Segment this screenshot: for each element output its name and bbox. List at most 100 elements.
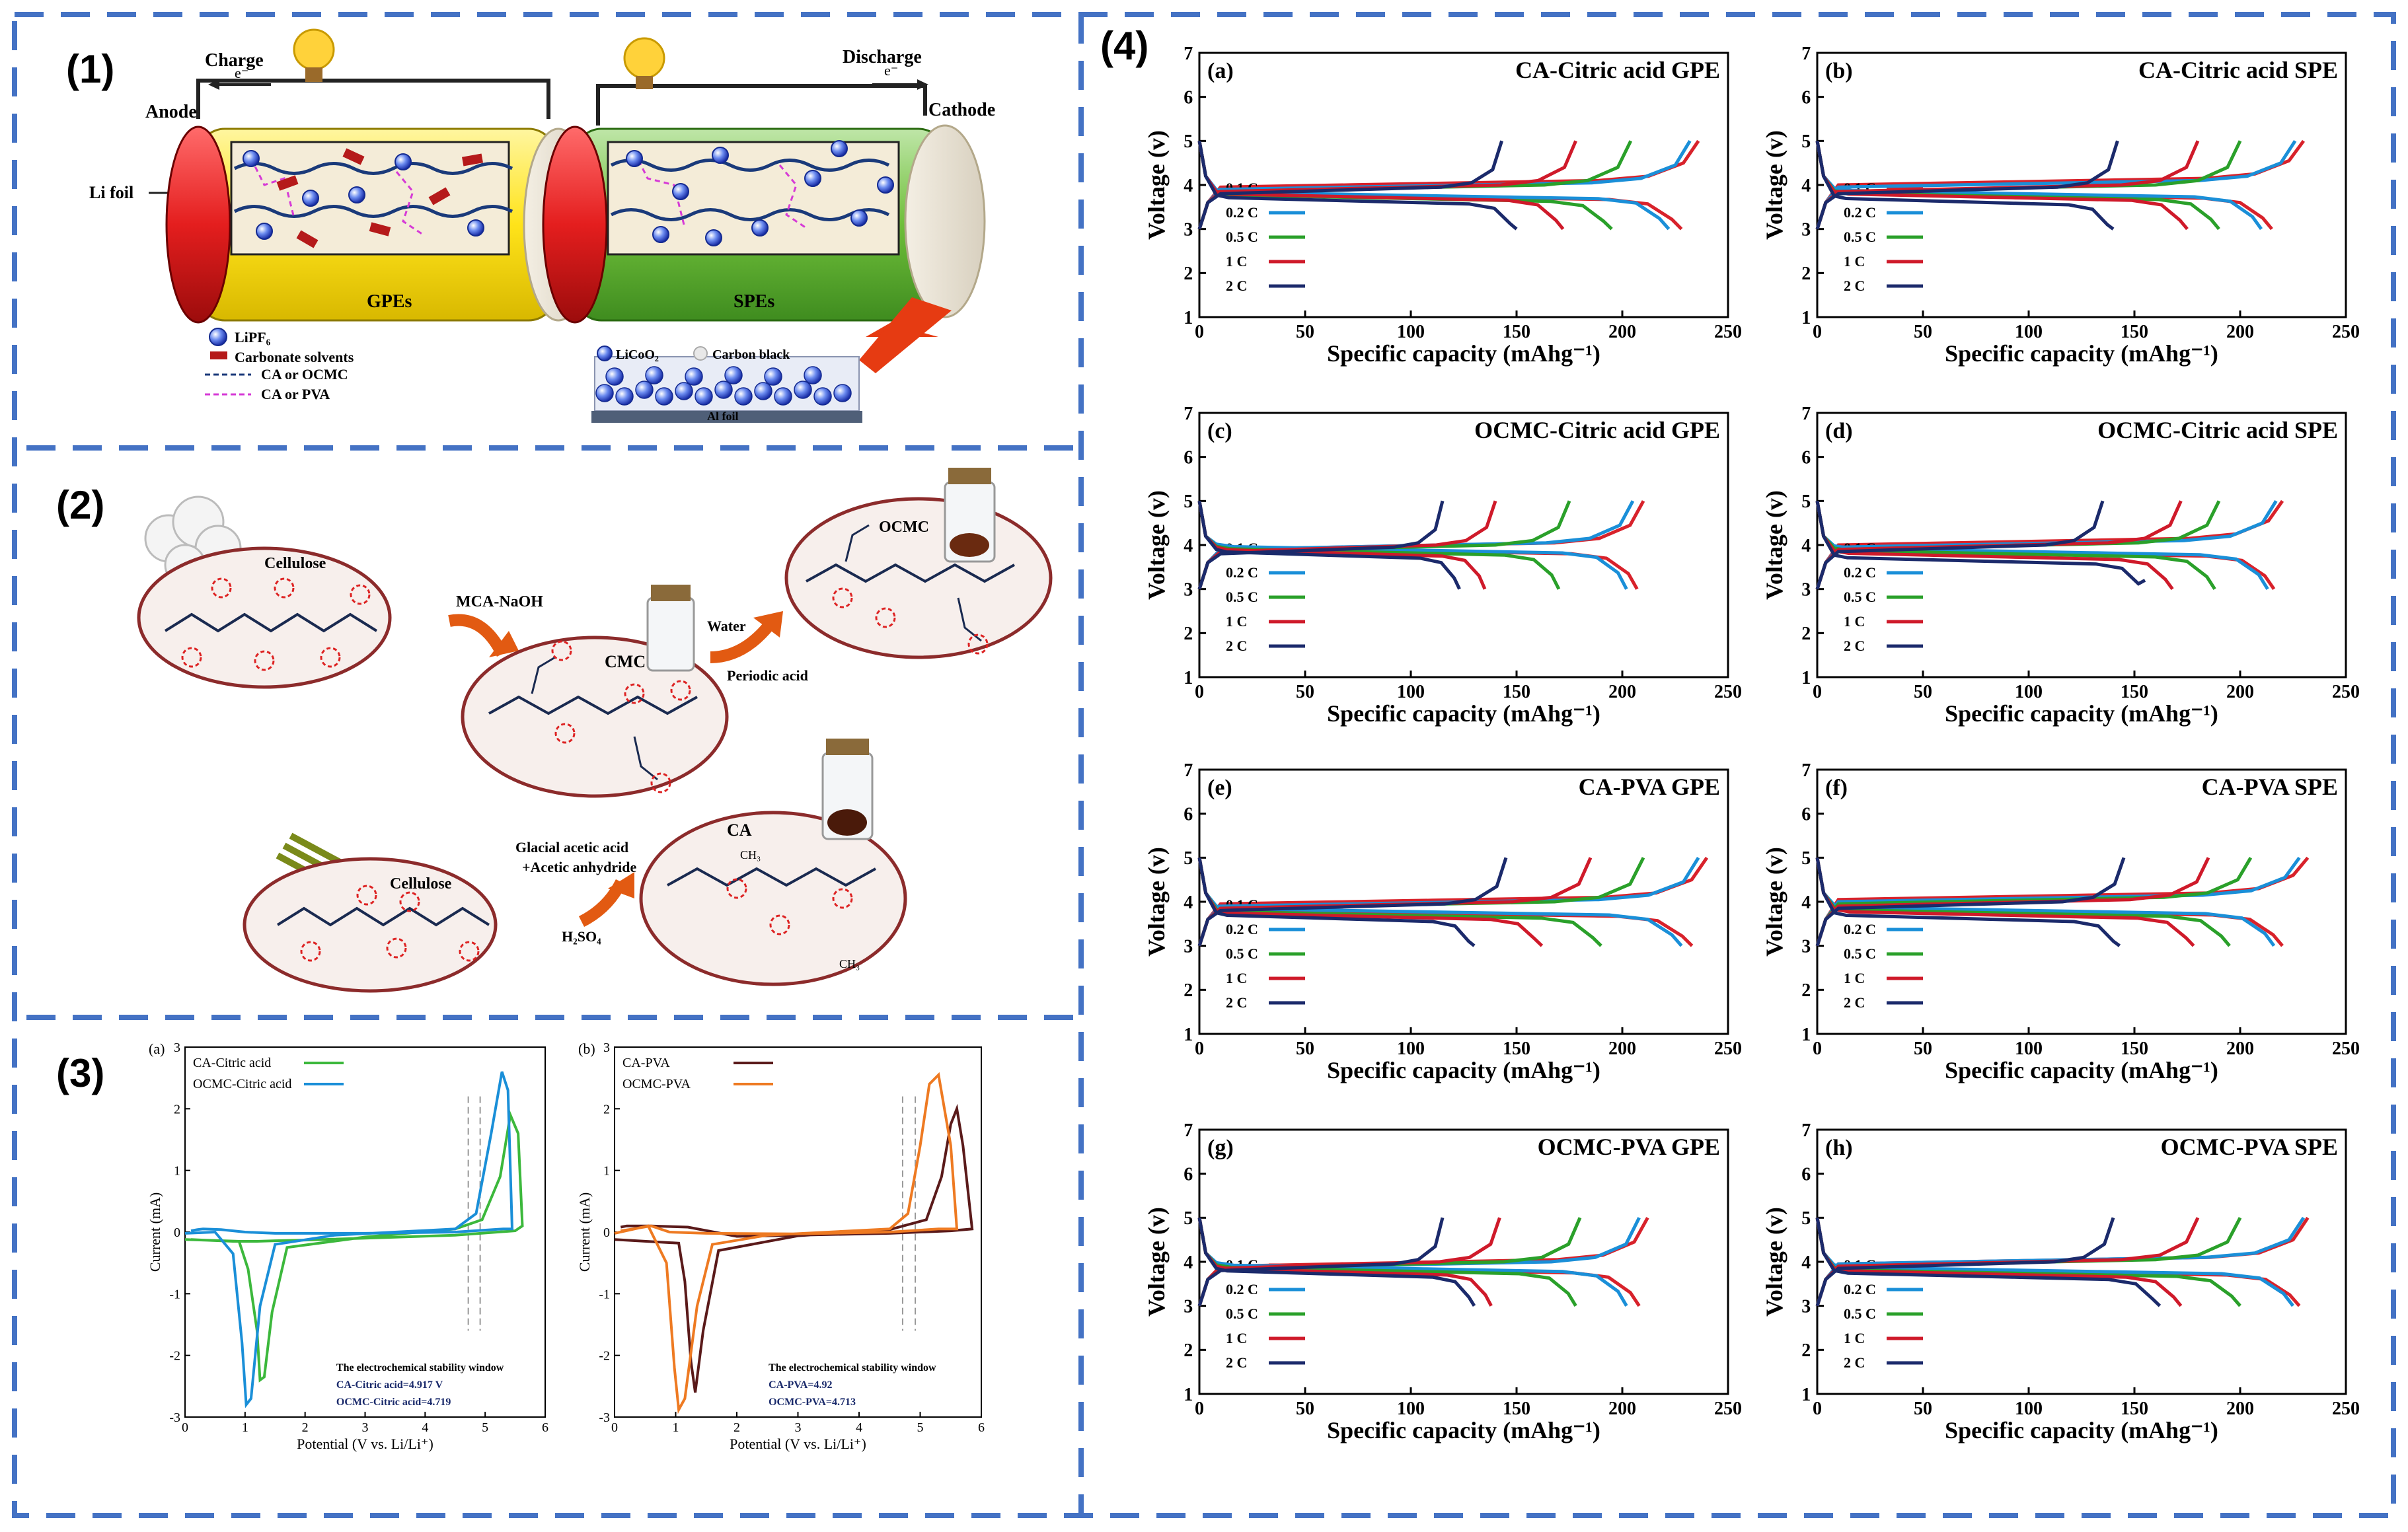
gcd-chart-gcd-h: 0 50 100 150 200 250 1 2 3 4 5 6 7 Specific capacity … [1761,1120,2360,1443]
discharge-label: Discharge [843,47,922,67]
y-tick-label: 1 [1184,1025,1193,1045]
x-tick-label: 200 [2226,1399,2254,1419]
discharge-curve [1815,857,2195,947]
y-tick-label: 2 [1184,980,1193,1001]
charge-curve [1197,1217,1445,1307]
legend-label: 0.5 C [1226,1305,1258,1322]
legend-label: 2 C [1226,638,1247,654]
mca-naoh-label: MCA-NaOH [456,593,543,610]
discharge-electron-label: e⁻ [884,62,898,79]
y-tick-label: 5 [1801,1208,1811,1229]
chart-title: (e) [1207,776,1232,800]
legend-label: 1 C [1844,253,1865,270]
discharge-curve [1815,140,2115,231]
x-tick-label: 150 [1503,1399,1530,1419]
x-tick-label: 0 [1813,682,1822,702]
y-axis-label: Voltage (v) [1143,1207,1170,1317]
ca-label: CA [727,821,752,840]
anhydride-label: +Acetic anhydride [522,859,636,875]
h2so4-label: H₂SO₄ [562,928,601,945]
y-tick-label: 2 [1184,1340,1193,1361]
x-tick-label: 100 [2015,1039,2043,1059]
x-tick-label: 0 [1195,322,1204,342]
y-tick-label: 1 [174,1164,180,1179]
charge-curve [1815,500,2105,590]
x-axis-label: Potential (V vs. Li/Li⁺) [297,1436,433,1452]
y-tick-label: 0 [174,1225,180,1240]
x-tick-label: 50 [1914,322,1932,342]
legend-label: 0.2 C [1844,1281,1876,1297]
y-tick-label: 6 [1184,804,1193,824]
y-tick-label: -2 [599,1349,610,1364]
panel-label-4: (4) [1100,24,1148,68]
cellulose-label-bottom: Cellulose [390,875,452,893]
legend-label: 0.5 C [1844,229,1876,245]
periodic-acid-label: Periodic acid [727,667,808,684]
ca-vial-icon [821,739,874,840]
y-tick-label: 1 [1184,668,1193,688]
charge-curve [1197,140,1503,230]
y-tick-label: 4 [1184,536,1193,556]
x-axis-label: Specific capacity (mAhg⁻¹) [1945,340,2218,367]
chart-title: (a) [1207,59,1234,83]
y-tick-label: 1 [1801,308,1811,328]
y-axis-label: Voltage (v) [1761,847,1787,957]
y-tick-label: -1 [169,1287,180,1301]
discharge-curve [1197,857,1544,947]
y-tick-label: 3 [1184,579,1193,600]
chart-title: (b) [1825,59,1853,83]
x-tick-label: 0 [611,1420,618,1435]
x-tick-label: 150 [2121,1039,2148,1059]
x-tick-label: 200 [2226,322,2254,342]
x-tick-label: 4 [856,1420,862,1435]
x-tick-label: 100 [2015,322,2043,342]
charge-label: Charge [205,50,264,71]
y-axis-label: Voltage (v) [1143,490,1170,600]
x-tick-label: 4 [422,1420,428,1435]
y-tick-label: 7 [1184,404,1193,424]
charge-curve [1815,1217,2115,1307]
gcd-chart-gcd-b: 0 50 100 150 200 250 1 2 3 4 5 6 7 Specific capacity … [1761,44,2360,367]
x-tick-label: 250 [2332,682,2360,702]
y-axis-label: Voltage (v) [1761,130,1787,240]
cv-series-line [614,1072,959,1414]
x-tick-label: 2 [302,1420,309,1435]
li-foil-label: Li foil [89,183,133,202]
x-tick-label: 50 [1296,322,1314,342]
legend-ca-pva: CA or PVA [261,386,330,402]
y-tick-label: 1 [1184,1385,1193,1405]
y-tick-label: 5 [1184,1208,1193,1229]
y-axis-label: Voltage (v) [1143,847,1170,957]
legend-label: 2 C [1226,277,1247,294]
y-tick-label: 3 [1801,1296,1811,1317]
gpes-label: GPEs [367,291,412,312]
cmc-vial-icon [646,585,695,672]
glacial-label: Glacial acetic acid [515,839,628,856]
y-tick-label: 5 [1184,131,1193,152]
y-tick-label: 6 [1801,804,1811,824]
y-tick-label: 6 [1184,87,1193,108]
y-axis-label: Current (mA) [576,1192,593,1272]
anode-label: Anode [145,102,197,122]
y-tick-label: -3 [599,1410,610,1425]
x-tick-label: 0 [1813,1399,1822,1419]
x-tick-label: 0 [1813,322,1822,342]
x-tick-label: 0 [182,1420,188,1435]
panel-label-3: (3) [56,1051,104,1095]
legend-label: 1 C [1844,970,1865,986]
annotation-text: The electrochemical stability window [769,1362,936,1373]
al-foil-label: Al foil [707,410,739,423]
chart-title: (c) [1207,419,1232,443]
y-tick-label: 3 [174,1040,180,1055]
discharge-curve [1815,1217,2162,1307]
legend-label: 0.2 C [1844,564,1876,581]
chart-name: CA-PVA GPE [1579,774,1720,800]
x-axis-label: Potential (V vs. Li/Li⁺) [730,1436,866,1452]
legend-label: CA-Citric acid [193,1056,271,1070]
y-tick-label: 4 [1801,176,1811,196]
licoo2-label: LiCoO₂ [616,347,659,362]
charge-curve [1197,500,1445,590]
legend-label: 0.5 C [1226,589,1258,605]
